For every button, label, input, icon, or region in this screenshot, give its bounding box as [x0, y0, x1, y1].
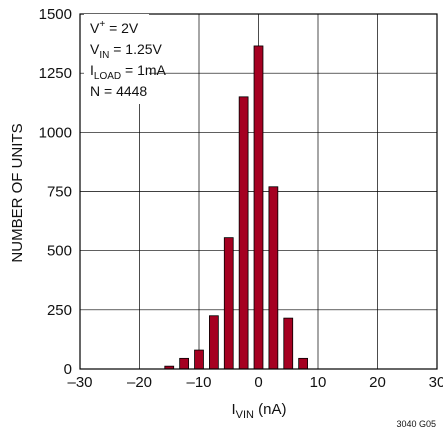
figure-id: 3040 G05 — [396, 419, 436, 429]
x-tick-label: –30 — [67, 374, 92, 391]
plot-frame — [79, 13, 438, 370]
condition-count: N = 4448 — [90, 83, 147, 99]
y-tick-label: 1500 — [39, 6, 72, 23]
histogram-bar — [194, 349, 204, 370]
y-tick-label: 500 — [47, 243, 72, 260]
x-tick-label: –10 — [186, 374, 211, 391]
y-tick-labels: 0 250 500 750 1000 1250 1500 — [39, 6, 72, 378]
y-tick-label: 0 — [64, 361, 72, 378]
histogram-bar — [268, 186, 279, 370]
histogram-bar — [283, 317, 294, 370]
bars — [164, 45, 308, 370]
histogram-bar — [253, 45, 264, 370]
histogram-bar — [223, 237, 234, 370]
x-tick-label: –20 — [127, 374, 152, 391]
x-tick-label: 20 — [369, 374, 386, 391]
x-tick-label: 10 — [310, 374, 327, 391]
histogram-bar — [209, 315, 219, 370]
x-tick-label: 0 — [254, 374, 262, 391]
conditions-box: V+ = 2V VIN = 1.25V ILOAD = 1mA N = 4448 — [84, 14, 167, 104]
y-tick-label: 1000 — [39, 124, 72, 141]
y-tick-label: 750 — [47, 184, 72, 201]
y-tick-label: 250 — [47, 302, 72, 319]
condition-load: ILOAD = 1mA — [90, 62, 167, 82]
histogram-bar — [298, 357, 308, 370]
condition-supply: V+ = 2V — [90, 19, 139, 36]
y-tick-label: 1250 — [39, 65, 72, 82]
x-axis-title: IVIN (nA) — [231, 401, 286, 421]
histogram-bar — [238, 96, 249, 370]
condition-vin: VIN = 1.25V — [90, 41, 163, 61]
y-axis-title: NUMBER OF UNITS — [9, 123, 26, 262]
x-tick-labels: –30 –20 –10 0 10 20 30 — [67, 374, 443, 391]
x-tick-label: 30 — [429, 374, 443, 391]
histogram-bar — [179, 357, 189, 370]
